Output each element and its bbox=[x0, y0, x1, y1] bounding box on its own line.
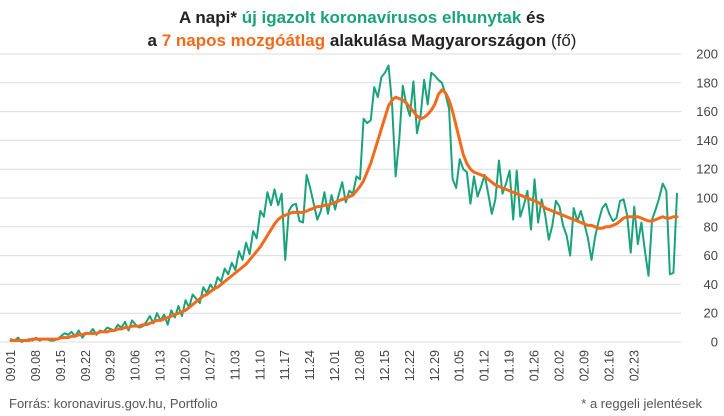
y-tick-label: 0 bbox=[711, 335, 718, 350]
footnote: * a reggeli jelentések bbox=[581, 396, 702, 411]
x-tick-label: 11.17 bbox=[278, 350, 292, 380]
x-tick-label: 12.01 bbox=[328, 350, 342, 381]
y-tick-label: 40 bbox=[704, 277, 718, 292]
x-tick-label: 12.15 bbox=[378, 350, 392, 381]
source-note: Forrás: koronavirus.gov.hu, Portfolio bbox=[9, 396, 218, 411]
series-7day-average-line bbox=[11, 90, 677, 341]
series-daily-deaths-line bbox=[11, 66, 677, 342]
x-tick-label: 02.16 bbox=[602, 350, 616, 381]
x-tick-label: 09.08 bbox=[29, 350, 43, 381]
x-tick-label: 02.02 bbox=[552, 350, 566, 381]
y-tick-label: 80 bbox=[704, 219, 718, 234]
x-tick-label: 09.22 bbox=[79, 350, 93, 381]
x-tick-label: 01.19 bbox=[503, 350, 517, 381]
x-tick-label: 01.26 bbox=[528, 350, 542, 381]
x-tick-label: 02.09 bbox=[577, 350, 591, 381]
y-tick-label: 20 bbox=[704, 306, 718, 321]
x-tick-label: 12.22 bbox=[403, 350, 417, 381]
x-axis-ticks: 09.01 09.08 09.15 09.22 09.29 10.06 10.13 10.20… bbox=[4, 350, 641, 381]
x-tick-label: 12.29 bbox=[428, 350, 442, 381]
x-tick-label: 09.01 bbox=[4, 350, 18, 381]
y-axis-ticks: 0 20 40 60 80 100 120 140 160 180 200 bbox=[696, 47, 718, 350]
x-tick-label: 10.20 bbox=[179, 350, 193, 381]
y-tick-label: 160 bbox=[696, 104, 718, 119]
x-tick-label: 11.03 bbox=[228, 350, 242, 380]
x-tick-label: 02.23 bbox=[627, 350, 641, 381]
y-tick-label: 120 bbox=[696, 162, 718, 177]
y-tick-label: 140 bbox=[696, 133, 718, 148]
y-tick-label: 100 bbox=[696, 191, 718, 206]
y-tick-label: 60 bbox=[704, 248, 718, 263]
y-tick-label: 200 bbox=[696, 47, 718, 62]
x-tick-label: 01.12 bbox=[478, 350, 492, 381]
series-lines bbox=[11, 66, 677, 342]
x-tick-label: 11.10 bbox=[253, 350, 267, 380]
x-tick-label: 10.06 bbox=[129, 350, 143, 381]
gridlines bbox=[0, 54, 681, 342]
x-tick-label: 10.27 bbox=[203, 350, 217, 381]
x-tick-label: 12.08 bbox=[353, 350, 367, 381]
x-tick-label: 10.13 bbox=[154, 350, 168, 381]
x-tick-label: 09.15 bbox=[54, 350, 68, 381]
line-chart: 020406080100120140160180200 09.0109.0809… bbox=[0, 0, 724, 416]
x-tick-label: 01.05 bbox=[453, 350, 467, 381]
y-tick-label: 180 bbox=[696, 75, 718, 90]
x-tick-label: 09.29 bbox=[104, 350, 118, 381]
x-tick-label: 11.24 bbox=[303, 350, 317, 380]
